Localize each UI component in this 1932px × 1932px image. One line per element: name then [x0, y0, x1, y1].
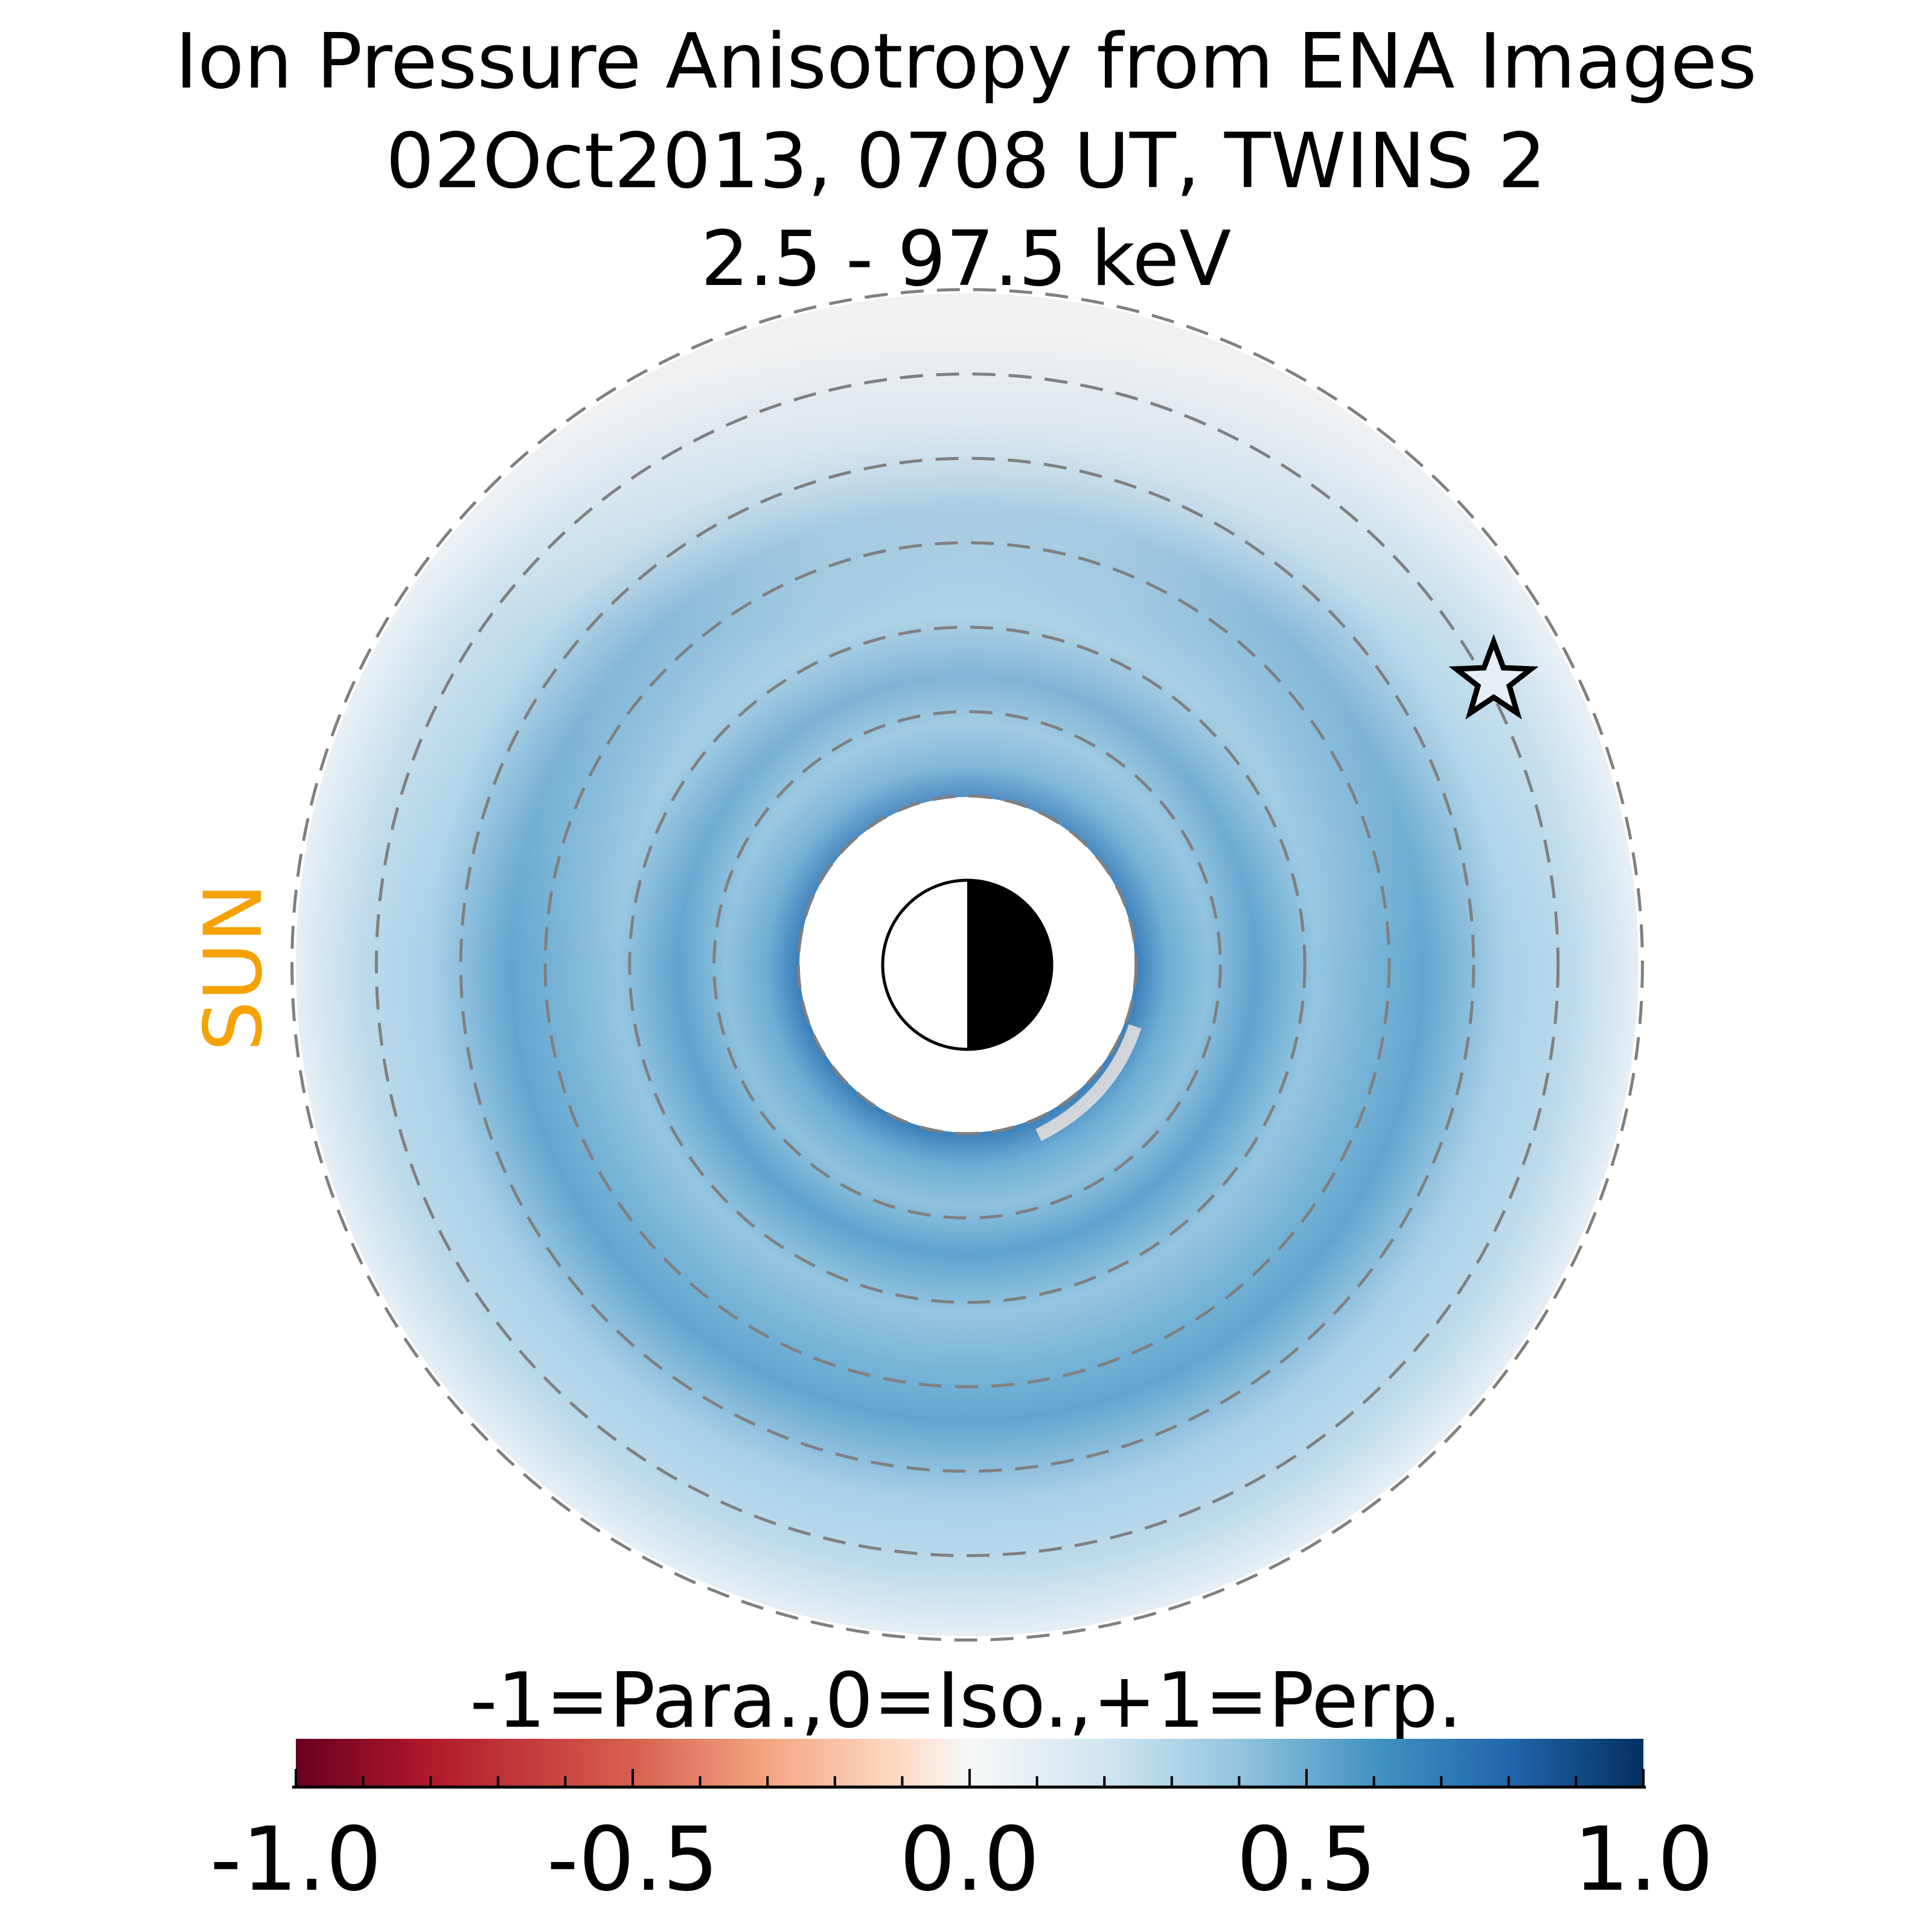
grid-circle-4re: [628, 625, 1307, 1304]
grid-circle-5re: [543, 541, 1391, 1389]
title-line-2: 02Oct2013, 0708 UT, TWINS 2: [386, 117, 1546, 205]
title: Ion Pressure Anisotropy from ENA Images …: [175, 17, 1757, 303]
isotropic-streak: [1035, 1024, 1142, 1141]
colorbar-tick-label: 0.0: [900, 1808, 1040, 1911]
title-line-3: 2.5 - 97.5 keV: [701, 214, 1232, 303]
colorbar-tick-label: -1.0: [210, 1808, 382, 1911]
colorbar-ticks: [295, 1769, 1645, 1787]
colorbar-tick-label: -0.5: [547, 1808, 719, 1911]
grid-circle-7re: [374, 372, 1560, 1558]
colorbar: -1=Para.,0=Iso.,+1=Perp. -1.0 -0.5 0.0 0…: [210, 1656, 1714, 1911]
earth-icon: [881, 878, 1054, 1051]
colorbar-tick-label: 0.5: [1236, 1808, 1377, 1911]
sun-label: SUN: [187, 883, 280, 1051]
grid-circle-2re: [796, 794, 1138, 1136]
title-line-1: Ion Pressure Anisotropy from ENA Images: [175, 17, 1757, 106]
grid-circle-8re: [290, 288, 1644, 1642]
grid-circle-6re: [459, 456, 1476, 1473]
spacecraft-star-icon: [1448, 634, 1539, 720]
grid-circle-3re: [712, 710, 1222, 1220]
colorbar-tick-label: 1.0: [1573, 1808, 1713, 1911]
colorbar-label: -1=Para.,0=Iso.,+1=Perp.: [470, 1656, 1462, 1745]
radial-grid: [290, 288, 1644, 1642]
